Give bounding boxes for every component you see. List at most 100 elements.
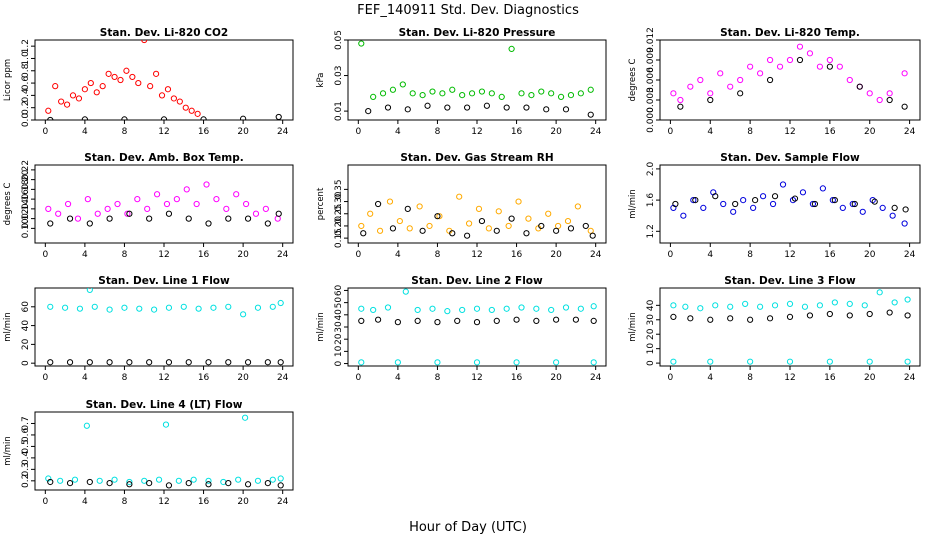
x-tick-label: 0 [668,250,674,260]
y-tick-label: 0.14 [21,199,31,219]
data-point [277,359,284,366]
data-point [562,304,570,311]
x-tick-label: 0 [42,250,48,260]
data-points [670,289,911,365]
data-point [786,300,794,307]
data-point [205,220,212,227]
data-point [712,302,719,309]
data-point [806,312,814,319]
data-point [786,358,794,365]
x-tick-label: 0 [42,373,48,383]
data-point [180,303,187,310]
y-tick-label: 0.4 [21,88,31,103]
panel-title: Stan. Dev. Li-820 Pressure [399,27,556,39]
data-point [233,191,240,198]
data-point [414,317,421,325]
data-point [389,225,397,232]
y-tick-label: 0.0 [21,113,31,128]
x-tick-label: 24 [904,250,916,260]
data-point [111,73,118,81]
data-point [242,200,250,208]
data-point [244,481,252,488]
data-point [769,200,777,208]
data-point [240,311,247,318]
data-point [468,90,476,97]
data-point [831,197,838,204]
data-point [358,305,365,312]
data-point [533,317,540,325]
x-tick-label: 8 [122,373,128,383]
data-point [205,481,212,488]
data-point [96,477,103,484]
data-point [275,210,282,217]
data-point [117,76,124,84]
data-point [404,205,411,212]
data-point [538,88,545,95]
data-point [225,359,232,366]
plot-frame [34,39,294,121]
data-point [176,98,183,105]
data-point [886,309,893,316]
panel-4: Stan. Dev. Amb. Box Temp. 0 4 8 12 16 20 24 0.10… [3,152,294,260]
data-point [434,319,441,326]
y-axis-label: degrees C [628,59,638,102]
panel-2: Stan. Dev. Li-820 Pressure 0 4 8 12 16 20 24 0.0… [316,27,607,137]
data-point [670,313,677,320]
data-point [426,222,433,230]
data-point [436,213,443,220]
data-point [141,477,148,484]
data-point [225,303,232,310]
data-point [277,482,284,489]
data-point [158,92,166,99]
x-tick-label: 16 [824,127,836,137]
data-point [590,317,597,325]
y-axis-label: kPa [316,73,326,88]
data-point [188,107,195,114]
data-point [262,205,269,212]
x-tick-label: 16 [198,373,210,383]
data-point [582,222,589,230]
data-point [419,92,426,99]
y-tick-label: 0.6 [21,76,31,91]
data-point [759,193,767,200]
data-points [47,288,284,366]
data-point [124,210,131,217]
data-point [99,83,106,90]
data-point [538,222,545,230]
data-point [146,359,153,366]
x-tick-label: 16 [511,250,523,260]
y-tick-label: 0.6 [21,428,31,443]
data-point [776,63,784,70]
data-point [444,308,451,315]
data-point [553,359,560,366]
data-point [799,189,807,196]
panel-title: Stan. Dev. Line 1 Flow [98,275,230,287]
x-tick-label: 24 [590,373,602,383]
data-point [416,203,423,210]
data-point [165,210,173,217]
data-point [121,304,128,311]
x-tick-label: 20 [237,497,249,507]
figure-title: FEF_140911 Std. Dev. Diagnostics [357,3,579,18]
data-point [152,70,160,77]
data-point [700,204,707,211]
y-tick-label: 10 [334,345,344,357]
x-tick-label: 4 [82,250,88,260]
data-point [677,103,684,110]
data-point [439,90,446,97]
x-tick-label: 4 [707,250,713,260]
x-tick-label: 20 [864,250,876,260]
panel-7: Stan. Dev. Line 1 Flow 0 4 8 12 16 20 24 0 20 40 60… [3,275,294,383]
data-point [424,102,431,109]
data-point [444,104,451,111]
data-point [86,288,93,293]
y-tick-label: 0.8 [21,63,31,78]
data-point [360,230,367,237]
data-point [47,220,54,227]
x-tick-label: 20 [864,373,876,383]
data-point [277,299,284,307]
data-point [162,421,170,428]
y-tick-label: 60 [334,284,344,296]
data-point [740,197,747,204]
data-point [747,358,754,365]
